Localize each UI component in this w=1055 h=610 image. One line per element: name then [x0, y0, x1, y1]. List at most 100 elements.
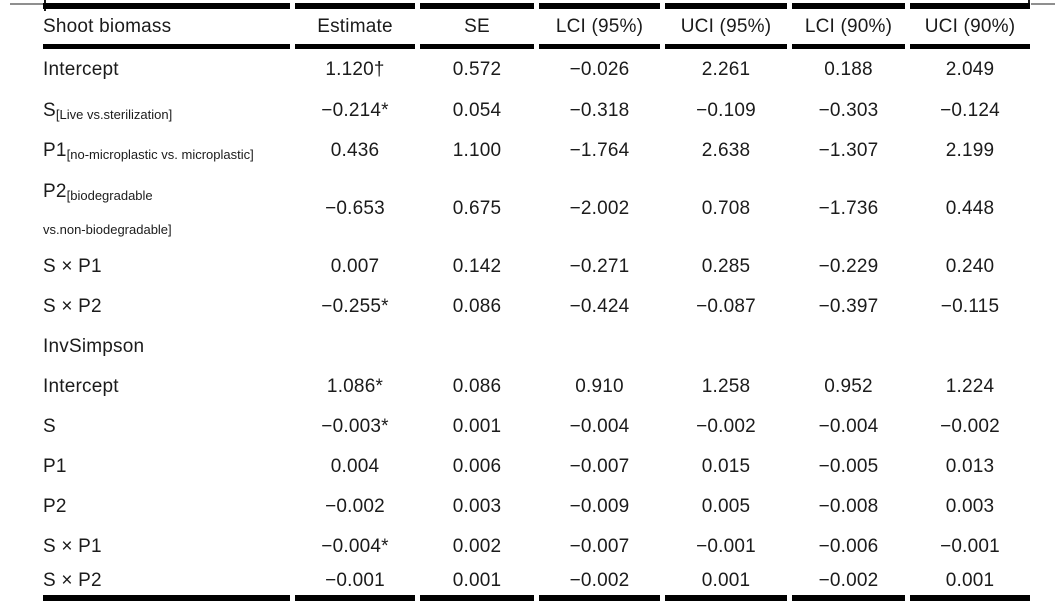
cell-estimate: −0.001 — [295, 567, 415, 601]
row-label: Intercept — [43, 367, 290, 407]
cell-se: 0.086 — [452, 376, 502, 397]
column-header-se: SE — [420, 3, 534, 49]
cell-se: 0.142 — [452, 256, 502, 277]
cell-lci90: −0.229 — [818, 256, 879, 277]
cell-lci90: −0.002 — [792, 567, 905, 601]
cell-estimate: −0.004* — [321, 536, 389, 557]
table-row: S × P1 −0.004* 0.002 −0.007 −0.001 −0.006 −0.0… — [43, 527, 1030, 567]
cell-lci90: −1.307 — [818, 140, 879, 161]
row-label-main: Intercept — [43, 376, 119, 397]
table-row: S −0.003* 0.001 −0.004 −0.002 −0.004 −0.002 — [43, 407, 1030, 447]
row-label-main: S × P2 — [43, 296, 102, 317]
cell-uci95: −0.109 — [696, 100, 756, 121]
cell-se: 0.572 — [452, 59, 502, 80]
cell-estimate: 0.004 — [330, 456, 380, 477]
cell-uci90: 0.001 — [910, 567, 1030, 601]
row-label-main: S × P1 — [43, 536, 102, 557]
row-label: S × P1 — [43, 247, 290, 287]
cell-estimate: −0.002 — [325, 496, 385, 517]
row-label-main: S × P2 — [43, 570, 102, 591]
row-label-subscript-line2: vs.non-biodegradable] — [43, 221, 172, 237]
cell-lci95: −0.009 — [569, 496, 630, 517]
cell-lci95: −0.004 — [569, 416, 630, 437]
table-row: S × P1 0.007 0.142 −0.271 0.285 −0.229 0.240 — [43, 247, 1030, 287]
cell-empty — [910, 327, 1030, 367]
column-header-uci95: UCI (95%) — [665, 3, 787, 49]
cell-estimate: 1.086* — [326, 376, 384, 397]
cell-uci90: −0.002 — [940, 416, 1000, 437]
cell-uci90: 1.224 — [945, 376, 995, 397]
cell-estimate: −0.255* — [321, 296, 389, 317]
row-label: S[Live vs.sterilization] — [43, 91, 290, 131]
cell-se: 0.001 — [452, 416, 502, 437]
corner-tick-left-horizontal — [10, 3, 44, 5]
cell-lci95: −0.026 — [569, 59, 630, 80]
row-label-main: S — [43, 416, 56, 437]
cell-uci90: 0.003 — [945, 496, 995, 517]
section-header-row: InvSimpson — [43, 327, 1030, 367]
cell-uci90: 0.240 — [945, 256, 995, 277]
cell-se: 0.003 — [452, 496, 502, 517]
cell-uci90: 0.013 — [945, 456, 995, 477]
cell-lci95: −0.007 — [569, 456, 630, 477]
table-row: P2[biodegradable vs.non-biodegradable] −0.… — [43, 171, 1030, 247]
row-label-subscript: [Live vs.sterilization] — [55, 107, 173, 122]
table-row: P2 −0.002 0.003 −0.009 0.005 −0.008 0.003 — [43, 487, 1030, 527]
cell-lci95: 0.910 — [575, 376, 624, 397]
cell-se: 1.100 — [452, 140, 502, 161]
cell-se: 0.002 — [452, 536, 502, 557]
cell-uci90: 0.448 — [945, 198, 995, 219]
cell-se: 0.675 — [452, 198, 502, 219]
row-label-main: S × P1 — [43, 256, 102, 277]
row-label-subscript: [no-microplastic vs. microplastic] — [66, 147, 254, 162]
cell-uci90: −0.124 — [940, 100, 1000, 121]
cell-lci95: −1.764 — [569, 140, 630, 161]
column-header-lci95: LCI (95%) — [539, 3, 660, 49]
cell-lci90: −0.006 — [818, 536, 879, 557]
row-label: P1[no-microplastic vs. microplastic] — [43, 131, 290, 171]
row-label: P2 — [43, 487, 290, 527]
cell-empty — [665, 327, 787, 367]
cell-uci95: 1.258 — [701, 376, 751, 397]
cell-empty — [295, 327, 415, 367]
row-label: S × P2 — [43, 287, 290, 327]
cell-estimate: −0.214* — [321, 100, 389, 121]
cell-lci95: −0.271 — [569, 256, 630, 277]
cell-se: 0.086 — [452, 296, 502, 317]
row-label: S — [43, 407, 290, 447]
table-row: S[Live vs.sterilization] −0.214* 0.054 −0.3… — [43, 91, 1030, 131]
table-row: P1 0.004 0.006 −0.007 0.015 −0.005 0.013 — [43, 447, 1030, 487]
cell-uci95: 0.001 — [665, 567, 787, 601]
cell-empty — [792, 327, 905, 367]
cell-empty — [420, 327, 534, 367]
statistics-table: Shoot biomass Estimate SE LCI (95%) UCI (95%… — [38, 3, 1035, 601]
cell-lci90: 0.188 — [824, 59, 873, 80]
row-label: S × P2 — [43, 567, 290, 601]
row-label: P2[biodegradable vs.non-biodegradable] — [43, 171, 290, 247]
table-header: Shoot biomass Estimate SE LCI (95%) UCI (95%… — [43, 3, 1030, 49]
cell-empty — [539, 327, 660, 367]
table-row: Intercept 1.086* 0.086 0.910 1.258 0.952 1.224 — [43, 367, 1030, 407]
row-label: Intercept — [43, 49, 290, 91]
cell-lci90: −0.397 — [818, 296, 879, 317]
table-row: S × P2 −0.001 0.001 −0.002 0.001 −0.002 0.001 — [43, 567, 1030, 601]
header-row: Shoot biomass Estimate SE LCI (95%) UCI (95%… — [43, 3, 1030, 49]
cell-lci90: 0.952 — [824, 376, 873, 397]
cell-se: 0.006 — [452, 456, 502, 477]
row-label-main: P2 — [43, 180, 67, 202]
cell-uci95: 0.708 — [701, 198, 751, 219]
cell-uci90: 2.199 — [945, 140, 995, 161]
row-label-main: P1 — [43, 456, 67, 477]
cell-lci90: −0.004 — [818, 416, 879, 437]
cell-uci95: 2.638 — [701, 140, 751, 161]
cell-lci90: −0.005 — [818, 456, 879, 477]
cell-uci95: 2.261 — [701, 59, 751, 80]
cell-uci95: 0.285 — [701, 256, 751, 277]
cell-lci95: −0.424 — [569, 296, 630, 317]
cell-uci95: −0.001 — [696, 536, 756, 557]
cell-uci90: −0.115 — [940, 296, 1000, 317]
cell-estimate: −0.003* — [321, 416, 389, 437]
cell-lci95: −0.318 — [569, 100, 630, 121]
cell-lci90: −0.303 — [818, 100, 879, 121]
